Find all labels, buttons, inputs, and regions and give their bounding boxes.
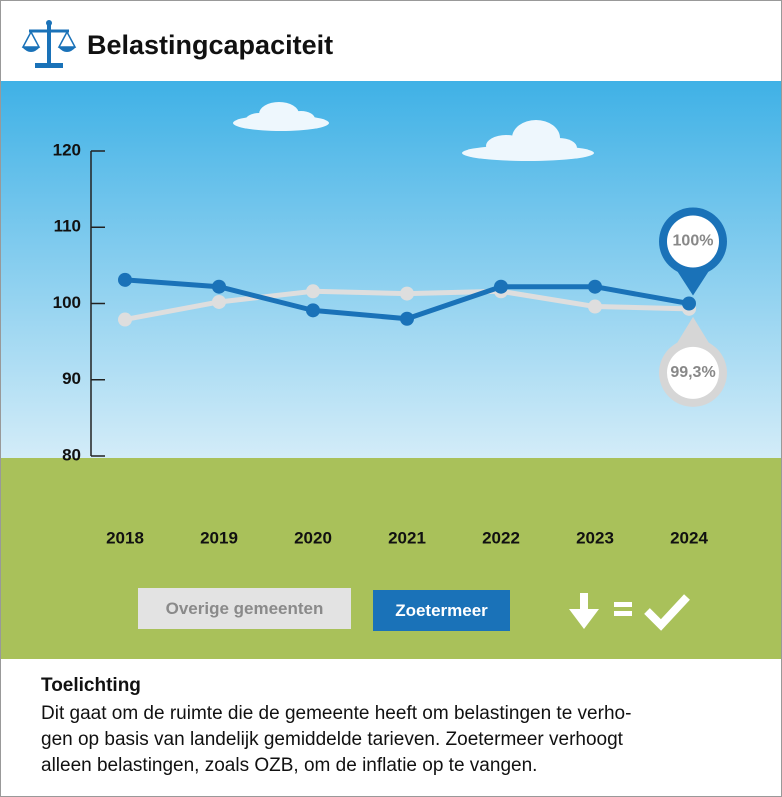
data-point xyxy=(400,311,414,326)
legend-label: Overige gemeenten xyxy=(166,599,324,618)
data-point xyxy=(588,279,602,294)
value-label: 100% xyxy=(673,233,714,250)
legend-box xyxy=(138,588,351,629)
scale-icon xyxy=(21,20,77,68)
footer-heading: Toelichting xyxy=(41,675,141,696)
y-tick-label: 80 xyxy=(62,445,81,464)
x-tick-label: 2018 xyxy=(106,528,144,547)
x-tick-label: 2020 xyxy=(294,528,332,547)
chart: Belastingcapaciteit 80 90 100 110 120 2018 201… xyxy=(1,1,781,659)
y-tick-label: 100 xyxy=(53,293,81,312)
footer-text: Dit gaat om de ruimte die de gemeente he… xyxy=(41,703,632,724)
data-point xyxy=(118,312,132,327)
data-point xyxy=(494,279,508,294)
legend-box xyxy=(373,590,510,631)
data-point xyxy=(306,303,320,318)
title: Belastingcapaciteit xyxy=(87,30,333,60)
label-pin-inner xyxy=(667,346,719,399)
footer-text: gen op basis van landelijk gemiddelde ta… xyxy=(41,729,623,750)
sky xyxy=(1,81,781,458)
y-tick-label: 90 xyxy=(62,369,81,388)
footer-text: alleen belastingen, zoals OZB, om de inf… xyxy=(41,755,538,776)
y-tick-label: 120 xyxy=(53,140,81,159)
data-point xyxy=(400,286,414,301)
x-tick-label: 2024 xyxy=(670,528,708,547)
label-pin-inner xyxy=(667,215,719,268)
cloud xyxy=(462,120,594,161)
header-bg xyxy=(1,1,781,81)
result-icons xyxy=(569,593,690,631)
x-tick-label: 2021 xyxy=(388,528,426,547)
data-point xyxy=(212,279,226,294)
data-point xyxy=(588,299,602,314)
x-tick-label: 2023 xyxy=(576,528,614,547)
cloud xyxy=(233,102,329,131)
x-tick-label: 2022 xyxy=(482,528,520,547)
data-point xyxy=(306,284,320,299)
data-point xyxy=(682,296,696,311)
data-point xyxy=(212,294,226,309)
data-point xyxy=(118,272,132,287)
y-tick-label: 110 xyxy=(54,217,81,236)
footer: Toelichting Dit gaat om de ruimte die de… xyxy=(1,659,781,796)
x-tick-label: 2019 xyxy=(200,528,238,547)
legend-label: Zoetermeer xyxy=(395,601,488,620)
value-label: 99,3% xyxy=(670,364,715,381)
